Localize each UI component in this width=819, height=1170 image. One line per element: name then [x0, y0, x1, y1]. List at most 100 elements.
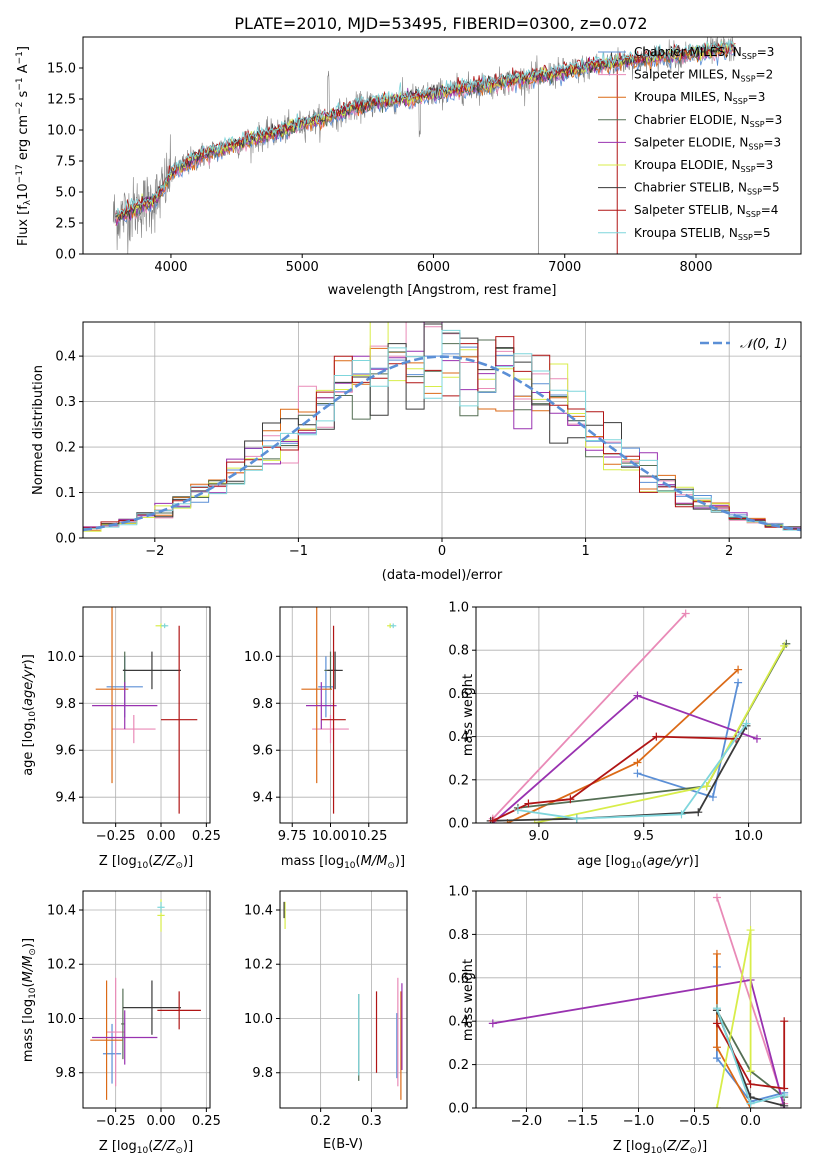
x-axis-label-part: )]: [183, 854, 193, 869]
y-tick-label: 0.2: [55, 441, 76, 456]
legend-sub: SSP: [733, 97, 748, 106]
age-vs-metallicity-panel: −0.25 0.00 0.259.49.69.810.0Z [log10(Z/Z⊙)…: [21, 606, 221, 871]
y-axis-label-part: 10: [28, 987, 38, 999]
residual-histogram-kroupa-stelib: [83, 329, 801, 538]
legend-name: Chabrier ELODIE: [634, 113, 733, 127]
mass-weight-marker: [780, 1017, 789, 1026]
spectrum-panel: 4000 5000 6000 7000 8000 0.0 2.5 5.0 7.5 10.0 12.5…: [15, 36, 802, 298]
plot-area: [283, 901, 403, 1100]
x-axis-label-part: (: [148, 1139, 153, 1154]
legend-entry: Salpeter MILES, NSSP=2: [634, 68, 773, 84]
mass-weight-marker: [712, 1054, 721, 1063]
x-axis-label-part: (: [148, 854, 153, 869]
mass-vs-metallicity-panel: −0.25 0.00 0.259.810.010.210.4Z [log10(Z/Z…: [21, 890, 221, 1156]
x-axis-label-part: age [log: [577, 854, 630, 869]
legend-nssp: 3: [767, 45, 775, 59]
legend-nssp: 2: [766, 68, 774, 82]
y-tick-label: 9.8: [55, 697, 76, 712]
plot-area: [488, 893, 789, 1108]
x-axis-label-part: Z/Z: [152, 1139, 176, 1154]
legend-name: Chabrier STELIB: [634, 181, 730, 195]
y-tick-label: 9.8: [252, 697, 273, 712]
x-axis-label-part: 10: [344, 861, 356, 871]
legend-nssp: 3: [766, 158, 774, 172]
legend-nssp: 5: [772, 181, 780, 195]
mass-weight-marker: [746, 1099, 755, 1108]
legend-eq: =: [763, 135, 773, 149]
x-axis-label-part: M/M: [361, 854, 388, 869]
mass-weight-marker: [681, 609, 690, 618]
mass-weight-marker: [702, 782, 711, 791]
x-axis-label-part: (: [356, 854, 361, 869]
y-tick-label: 9.8: [252, 1066, 273, 1081]
x-tick-label: 9.75: [278, 829, 307, 844]
y-axis-label-part: Flux [f: [16, 205, 31, 246]
x-tick-label: −2: [145, 544, 164, 559]
x-axis-label: (data-model)/error: [382, 568, 503, 583]
x-tick-label: 0.25: [192, 829, 221, 844]
legend-sub: SSP: [748, 142, 763, 151]
mass-weight-marker: [633, 758, 642, 767]
x-tick-label: 5000: [286, 260, 319, 275]
y-tick-label: 0.2: [448, 1058, 469, 1073]
y-tick-label: 5.0: [55, 186, 76, 201]
data-point: [306, 682, 337, 730]
legend-nssp: 3: [758, 90, 766, 104]
age-vs-mass-panel: 9.75 10.00 10.25 9.4 9.6 9.8 10.0 mass [log10(M…: [244, 606, 408, 871]
y-tick-label: 9.8: [55, 1066, 76, 1081]
legend-n: , N: [724, 68, 741, 82]
y-tick-label: 7.5: [55, 155, 76, 170]
y-axis-label-part: erg cm: [16, 115, 31, 164]
x-axis-label-part: )]: [697, 1139, 707, 1154]
x-axis-label-part: wavelength [Angstrom, rest frame]: [328, 283, 557, 298]
mass-weight-line-kroupa-stelib: [517, 723, 748, 820]
data-point: [157, 991, 201, 1030]
legend-eq: =: [761, 203, 771, 217]
y-axis-label-part: −1: [15, 77, 25, 90]
data-point: [161, 623, 169, 629]
axes-frame: [475, 606, 802, 824]
y-axis-label-part: M/M: [21, 956, 36, 983]
x-tick-label: −1.0: [623, 1114, 655, 1129]
legend-n: , N: [733, 113, 750, 127]
y-tick-label: 0.2: [448, 773, 469, 788]
mass-weight-marker: [633, 691, 642, 700]
legend-name: Salpeter MILES: [634, 68, 724, 82]
y-tick-label: 10.4: [47, 903, 76, 918]
legend-entry: Kroupa STELIB, NSSP=5: [634, 226, 771, 242]
legend-entry: Salpeter ELODIE, NSSP=3: [634, 135, 781, 151]
legend-sub: SSP: [750, 120, 765, 129]
mass-weight-marker: [524, 799, 533, 808]
y-tick-label: 10.0: [47, 124, 76, 139]
data-point: [122, 651, 181, 690]
y-tick-label: 10.2: [244, 958, 273, 973]
data-point: [102, 1023, 122, 1084]
y-axis-label-part: mass weight: [461, 959, 476, 1041]
x-axis-label-part: )]: [395, 854, 405, 869]
x-axis-label-part: Z/Z: [152, 854, 176, 869]
x-tick-label: 2: [725, 544, 733, 559]
legend-eq: =: [756, 68, 766, 82]
y-tick-label: 10.0: [244, 1012, 273, 1027]
legend-nssp: 3: [775, 113, 783, 127]
spectrum-x-label: wavelength [Angstrom, rest frame]: [328, 283, 557, 298]
legend-eq: =: [748, 90, 758, 104]
y-axis-label-part: age [log: [21, 723, 36, 776]
mass-weight-marker: [734, 678, 743, 687]
y-tick-label: 9.6: [252, 744, 273, 759]
mass-weight-marker: [734, 665, 743, 674]
y-tick-label: 10.4: [244, 903, 273, 918]
legend-nssp: 4: [771, 203, 779, 217]
data-point: [121, 988, 125, 1060]
y-axis-label-part: −17: [15, 164, 25, 183]
legend-sub: SSP: [747, 188, 762, 197]
mass-weight-marker: [742, 719, 751, 728]
y-axis-label-part: mass [log: [21, 999, 36, 1062]
legend-nssp: 3: [773, 135, 781, 149]
y-tick-label: 0.6: [448, 971, 469, 986]
legend-eq: =: [753, 226, 763, 240]
y-axis-label: mass weight: [461, 674, 476, 756]
x-axis-label: Z [log10(Z/Z⊙)]: [99, 1139, 193, 1156]
data-point: [321, 625, 346, 814]
mass-weight-marker: [712, 893, 721, 902]
